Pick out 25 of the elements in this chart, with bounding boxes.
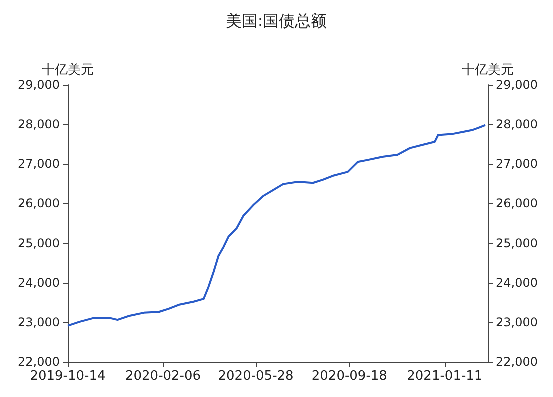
y2-tick-label: 27,000 (496, 157, 538, 172)
y-tick-label: 28,000 (18, 118, 60, 132)
line-series (67, 124, 487, 327)
y2-tick-label: 26,000 (496, 196, 538, 211)
x-tick-label: 2019-10-14 (30, 369, 106, 384)
y2-tick-label: 22,000 (496, 355, 538, 369)
y-tick-label: 25,000 (18, 236, 60, 250)
y2-tick-label: 28,000 (496, 118, 538, 132)
y-tick-label: 26,000 (18, 196, 60, 211)
x-tick-label: 2020-05-28 (218, 369, 294, 384)
y2-tick-label: 29,000 (496, 78, 538, 92)
y-tick-label: 24,000 (18, 276, 60, 290)
y-tick-label: 23,000 (18, 315, 60, 330)
y-tick-label: 27,000 (18, 157, 60, 172)
y2-tick-label: 25,000 (496, 236, 538, 250)
y2-tick-label: 24,000 (496, 276, 538, 290)
x-tick-label: 2020-09-18 (312, 369, 388, 384)
y-axis-title: 十亿美元 (42, 62, 94, 78)
y2-axis-title: 十亿美元 (462, 62, 514, 78)
x-tick-label: 2020-02-06 (125, 369, 202, 384)
chart-title: 美国:国债总额 (226, 12, 328, 30)
y-tick-label: 29,000 (18, 78, 60, 92)
y2-tick-label: 23,000 (496, 315, 538, 330)
y-tick-label: 22,000 (18, 355, 60, 369)
x-tick-label: 2021-01-11 (407, 369, 483, 384)
